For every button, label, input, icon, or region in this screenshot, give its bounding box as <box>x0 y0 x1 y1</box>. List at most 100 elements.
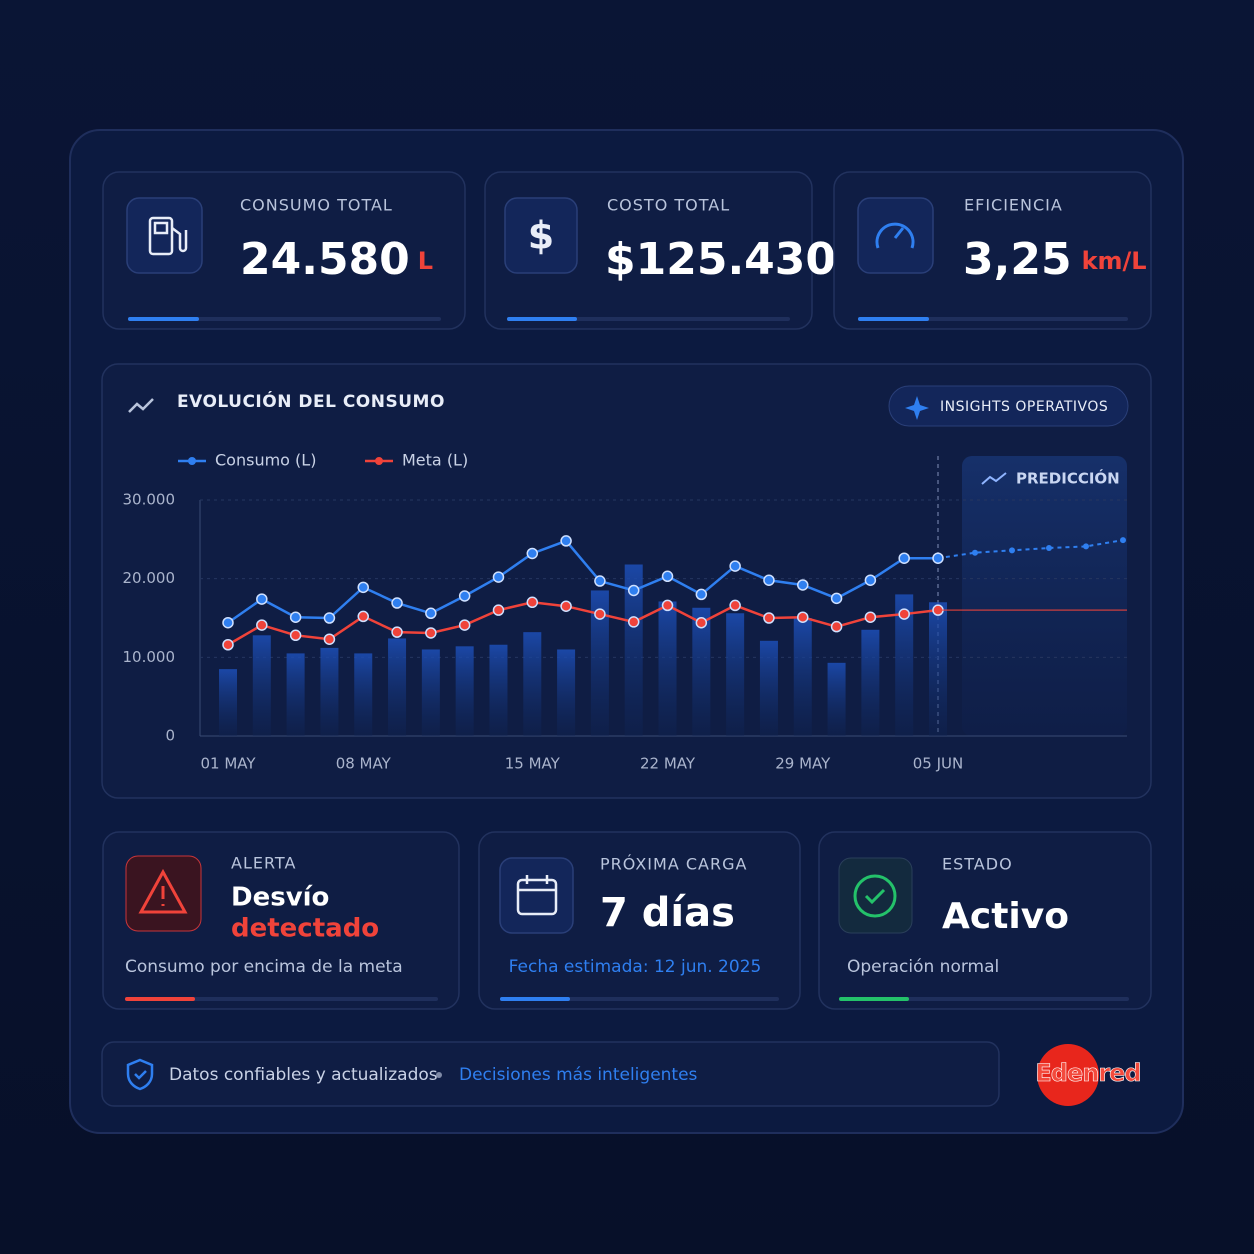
card-title: detectado <box>231 914 379 944</box>
series-point <box>425 627 437 639</box>
insights-button[interactable] <box>888 385 1129 427</box>
legend-dot <box>375 457 383 465</box>
icon-box <box>126 197 203 274</box>
series-point <box>256 593 268 605</box>
series-point <box>830 620 843 633</box>
card-label: ALERTA <box>231 854 296 873</box>
brand-circle <box>1037 1044 1099 1106</box>
prediction-point <box>1120 537 1126 544</box>
footer-text: Datos confiables y actualizados <box>169 1065 438 1085</box>
series-point <box>661 570 674 583</box>
bar <box>421 649 440 736</box>
card-title: 7 días <box>600 890 735 936</box>
bar <box>861 629 880 736</box>
y-tick-label: 10.000 <box>123 648 176 666</box>
footer-text: Decisiones más inteligentes <box>459 1065 698 1085</box>
icon-box <box>499 857 574 934</box>
bar <box>286 653 305 736</box>
calendar-icon <box>516 875 558 916</box>
bar <box>692 607 711 736</box>
warning-icon <box>138 868 188 914</box>
series-point <box>898 552 910 564</box>
bar <box>759 640 778 736</box>
footer-bar <box>101 1041 1000 1107</box>
prediction-point <box>972 549 978 556</box>
y-tick-label: 30.000 <box>123 491 176 509</box>
card-label: PRÓXIMA CARGA <box>600 855 747 874</box>
series-point <box>560 600 572 612</box>
progress-fill <box>128 317 199 321</box>
series-point <box>594 608 606 620</box>
bar <box>320 647 339 736</box>
progress-fill <box>125 997 195 1001</box>
icon-box <box>504 197 578 274</box>
series-point <box>763 612 775 624</box>
kpi-value: 24.580 L <box>240 234 433 285</box>
series-point <box>256 619 268 631</box>
series-point <box>357 610 369 623</box>
kpi-label: CONSUMO TOTAL <box>240 196 393 215</box>
x-tick-label: 08 MAY <box>336 755 392 773</box>
series-point <box>323 633 336 645</box>
series-point <box>898 608 910 620</box>
series-point <box>323 612 336 624</box>
y-tick-label: 20.000 <box>123 569 176 587</box>
series-point <box>627 616 640 628</box>
insights-label: INSIGHTS OPERATIVOS <box>940 399 1108 415</box>
progress-fill <box>858 317 929 321</box>
bar <box>726 613 745 736</box>
kpi-value: 3,25 km/L <box>963 234 1147 285</box>
dollar-icon: $ <box>528 214 554 258</box>
brand-logo: Edenred <box>1035 1059 1140 1087</box>
progress-track <box>839 997 1129 1001</box>
shield-icon <box>126 1058 154 1091</box>
separator-dot <box>436 1072 442 1078</box>
x-tick-label: 15 MAY <box>505 755 561 773</box>
sparkle-icon <box>905 396 929 420</box>
series-point <box>425 607 437 620</box>
legend-label: Consumo (L) <box>215 451 316 470</box>
kpi-value: $125.430 <box>605 234 836 285</box>
card-note: Fecha estimada: 12 jun. 2025 <box>509 957 762 977</box>
fuel-icon <box>148 216 188 256</box>
series-point <box>729 599 741 612</box>
bar <box>793 618 812 736</box>
card-note: Consumo por encima de la meta <box>125 957 403 977</box>
x-tick-label: 22 MAY <box>640 755 696 773</box>
kpi-label: EFICIENCIA <box>964 196 1063 215</box>
bar <box>252 635 271 736</box>
progress-track <box>507 317 790 321</box>
card-label: ESTADO <box>942 855 1013 874</box>
series-line <box>227 539 938 624</box>
series-point <box>729 560 741 572</box>
series-point <box>594 575 606 587</box>
bar <box>557 649 576 736</box>
series-point <box>661 599 674 612</box>
prediction-point <box>1046 544 1052 551</box>
series-point <box>695 616 708 629</box>
bar <box>895 594 914 736</box>
series-point <box>222 616 234 629</box>
series-point <box>492 571 505 583</box>
bar <box>455 646 474 736</box>
progress-track <box>128 317 441 321</box>
prediction-icon <box>981 472 1007 485</box>
gauge-icon <box>875 222 915 249</box>
series-point <box>357 581 369 594</box>
legend-dot <box>188 457 196 465</box>
series-point <box>695 588 708 601</box>
prediction-line <box>937 539 1124 560</box>
progress-fill <box>500 997 570 1001</box>
bar <box>388 638 407 736</box>
x-tick-label: 29 MAY <box>775 755 831 773</box>
series-point <box>864 611 877 623</box>
series-point <box>526 547 539 560</box>
check-mark <box>864 888 886 905</box>
bar <box>929 602 947 736</box>
prediction-point <box>1009 547 1015 554</box>
bar <box>219 669 237 736</box>
series-point <box>526 596 539 609</box>
series-point <box>864 574 877 586</box>
prediction-panel <box>962 456 1127 736</box>
